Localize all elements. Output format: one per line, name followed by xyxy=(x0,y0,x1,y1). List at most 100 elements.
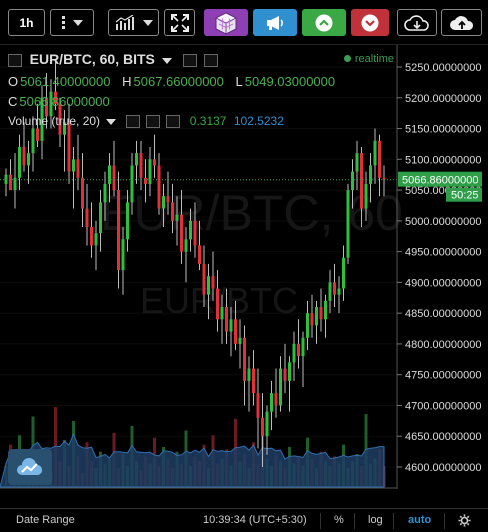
candle-body xyxy=(184,239,188,252)
cube-icon xyxy=(215,11,237,35)
price-tick-label: 5250.00000000 xyxy=(405,62,481,74)
candle-body xyxy=(166,196,170,203)
candle xyxy=(373,128,377,184)
candle xyxy=(9,159,12,191)
candle xyxy=(58,97,62,147)
price-tick-label: 4750.00000000 xyxy=(405,370,481,382)
candle-body xyxy=(306,313,309,338)
settings-icon[interactable] xyxy=(146,115,161,129)
cloud-upload-button[interactable] xyxy=(441,9,482,36)
candle-body xyxy=(252,368,255,394)
candle-body xyxy=(328,282,332,301)
percent-toggle[interactable]: % xyxy=(334,514,344,526)
price-tick-label: 4950.00000000 xyxy=(405,247,481,259)
chevron-down-icon[interactable] xyxy=(161,57,172,64)
candle xyxy=(288,356,291,412)
bar-chart-icon xyxy=(115,14,134,30)
candle-body xyxy=(157,165,161,209)
interval-button[interactable]: 1h xyxy=(8,9,45,36)
price-chart[interactable]: EUR/BTC, 60 EUR/BTC 5250.00000000 5200.00… xyxy=(0,45,488,489)
candle xyxy=(31,116,35,172)
candle xyxy=(171,183,174,234)
candle-body xyxy=(117,190,120,271)
candle xyxy=(139,140,143,191)
candle xyxy=(189,208,192,252)
close-icon[interactable] xyxy=(203,54,218,68)
candle-body xyxy=(364,183,368,209)
candle-body xyxy=(324,300,327,320)
candle xyxy=(306,300,309,351)
chart-area[interactable]: EUR/BTC, 60 EUR/BTC 5250.00000000 5200.00… xyxy=(0,44,488,489)
divider xyxy=(393,513,394,529)
candle-body xyxy=(256,393,260,418)
sell-button[interactable] xyxy=(351,9,389,36)
divider xyxy=(354,513,355,529)
candle-body xyxy=(229,319,233,332)
candle-body xyxy=(220,307,224,320)
bottom-bar: Date Range 10:39:34 (UTC+5:30) % log aut… xyxy=(0,508,488,532)
candle-body xyxy=(63,122,66,135)
fullscreen-button[interactable] xyxy=(164,9,195,36)
candle xyxy=(234,300,237,351)
candle-body xyxy=(279,368,282,406)
chart-type-button[interactable] xyxy=(108,9,159,36)
candle-body xyxy=(22,147,26,166)
visibility-icon[interactable] xyxy=(125,115,140,129)
clock-display[interactable]: 10:39:34 (UTC+5:30) xyxy=(203,514,307,526)
cloud-download-icon xyxy=(404,14,429,31)
price-tick-label: 4900.00000000 xyxy=(405,277,481,289)
candle-body xyxy=(297,343,300,357)
candle xyxy=(238,319,242,369)
date-range-button[interactable]: Date Range xyxy=(16,514,75,526)
candle-body xyxy=(369,165,372,184)
candle-body xyxy=(207,276,210,295)
candle-body xyxy=(288,362,291,381)
price-tick-label: 4850.00000000 xyxy=(405,308,481,320)
volume-ma-value: 102.5232 xyxy=(233,114,284,128)
close-icon[interactable] xyxy=(166,115,181,129)
candle-body xyxy=(27,153,30,166)
announce-button[interactable] xyxy=(253,9,297,36)
collapse-legend-icon[interactable] xyxy=(8,54,22,68)
candle-body xyxy=(175,214,179,221)
cloud-download-button[interactable] xyxy=(397,9,437,36)
candle xyxy=(256,368,260,449)
buy-button[interactable] xyxy=(302,9,346,36)
log-toggle[interactable]: log xyxy=(368,514,383,526)
candle xyxy=(40,85,44,160)
chart-logo[interactable] xyxy=(8,449,52,485)
cube-button[interactable] xyxy=(204,9,248,36)
gear-icon[interactable] xyxy=(458,514,471,527)
price-tick-label: 4800.00000000 xyxy=(405,339,481,351)
candle xyxy=(148,147,152,197)
candle-body xyxy=(45,97,48,117)
candle xyxy=(324,294,327,338)
divider xyxy=(444,513,445,529)
candle-body xyxy=(108,165,111,184)
cloud-upload-icon xyxy=(449,15,473,30)
candle-body xyxy=(18,147,21,178)
candle-body xyxy=(135,153,138,166)
candle-body xyxy=(40,97,44,141)
chevron-down-icon xyxy=(142,19,153,26)
candle-body xyxy=(72,159,75,172)
candle xyxy=(342,245,345,301)
divider xyxy=(320,513,321,529)
candle-body xyxy=(373,140,377,166)
chevron-down-icon[interactable] xyxy=(106,118,117,125)
candle xyxy=(310,294,314,338)
candle xyxy=(225,288,228,344)
symbol-title[interactable]: EUR/BTC, 60, BITS xyxy=(29,51,155,67)
volume-indicator-title[interactable]: Volume (true, 20) xyxy=(8,114,101,128)
fullscreen-icon xyxy=(170,13,189,32)
volume-value: 0.3137 xyxy=(189,114,227,128)
candle-body xyxy=(54,91,57,104)
settings-icon[interactable] xyxy=(183,54,198,68)
candle xyxy=(202,245,206,307)
candle-body xyxy=(355,153,359,172)
auto-toggle[interactable]: auto xyxy=(408,514,432,526)
candle-body xyxy=(67,122,71,172)
realtime-label: realtime xyxy=(354,53,394,65)
candle xyxy=(13,153,17,209)
indicators-menu-button[interactable] xyxy=(50,9,94,36)
